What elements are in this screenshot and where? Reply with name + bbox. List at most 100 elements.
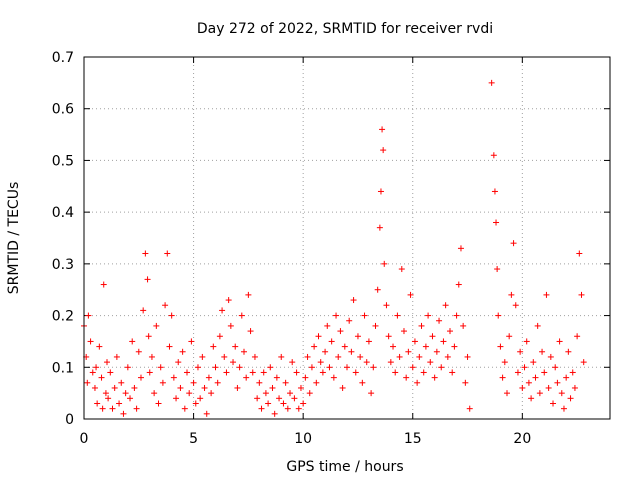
data-point xyxy=(493,219,500,226)
data-point xyxy=(414,379,421,386)
data-point xyxy=(175,359,182,366)
data-point xyxy=(146,369,153,376)
data-point xyxy=(179,348,186,355)
data-point xyxy=(322,348,329,355)
data-point xyxy=(339,384,346,391)
y-tick-label: 0.3 xyxy=(52,257,74,273)
data-point xyxy=(578,291,585,298)
data-point xyxy=(438,364,445,371)
data-point xyxy=(105,395,112,402)
data-point xyxy=(400,328,407,335)
data-point xyxy=(494,266,501,273)
data-point xyxy=(308,364,315,371)
data-point xyxy=(89,369,96,376)
data-point xyxy=(374,286,381,293)
data-point xyxy=(440,338,447,345)
data-point xyxy=(251,353,258,360)
data-point xyxy=(580,359,587,366)
data-point xyxy=(273,374,280,381)
data-point xyxy=(523,338,530,345)
data-point xyxy=(157,364,164,371)
data-point xyxy=(576,250,583,257)
data-point xyxy=(223,369,230,376)
data-point xyxy=(258,405,265,412)
data-point xyxy=(190,379,197,386)
data-point xyxy=(560,405,567,412)
data-point xyxy=(304,353,311,360)
data-point xyxy=(341,343,348,350)
data-point xyxy=(368,390,375,397)
data-point xyxy=(427,359,434,366)
data-point xyxy=(377,188,384,195)
data-point xyxy=(411,338,418,345)
data-point xyxy=(265,400,272,407)
data-point xyxy=(260,369,267,376)
data-point xyxy=(276,395,283,402)
data-point xyxy=(262,390,269,397)
data-point xyxy=(94,400,101,407)
data-point xyxy=(390,343,397,350)
data-point xyxy=(142,250,149,257)
data-point xyxy=(91,384,98,391)
data-point xyxy=(102,390,109,397)
data-point xyxy=(85,312,92,319)
data-point xyxy=(506,333,513,340)
data-point xyxy=(376,224,383,231)
data-point xyxy=(508,291,515,298)
data-point xyxy=(534,322,541,329)
data-point xyxy=(319,369,326,376)
data-point xyxy=(372,322,379,329)
data-point xyxy=(525,379,532,386)
data-point xyxy=(442,302,449,309)
data-point xyxy=(380,147,387,154)
data-point xyxy=(168,312,175,319)
data-point xyxy=(361,312,368,319)
data-point xyxy=(464,353,471,360)
data-point xyxy=(569,369,576,376)
data-point xyxy=(221,353,228,360)
data-point xyxy=(512,302,519,309)
data-point xyxy=(311,343,318,350)
data-point xyxy=(192,400,199,407)
data-point xyxy=(383,302,390,309)
data-point xyxy=(521,364,528,371)
data-point xyxy=(449,369,456,376)
data-point xyxy=(337,328,344,335)
data-point xyxy=(550,400,557,407)
data-point xyxy=(409,364,416,371)
data-point xyxy=(197,395,204,402)
data-point xyxy=(245,291,252,298)
data-point xyxy=(214,379,221,386)
data-point xyxy=(536,390,543,397)
data-point xyxy=(547,353,554,360)
data-point xyxy=(113,353,120,360)
data-point xyxy=(232,343,239,350)
data-point xyxy=(503,390,510,397)
data-point xyxy=(155,400,162,407)
data-point xyxy=(151,390,158,397)
data-point xyxy=(164,250,171,257)
data-point xyxy=(517,348,524,355)
data-point xyxy=(186,390,193,397)
data-point xyxy=(330,374,337,381)
y-tick-label: 0.5 xyxy=(52,153,74,169)
data-point xyxy=(293,369,300,376)
data-point xyxy=(145,333,152,340)
data-point xyxy=(528,395,535,402)
data-point xyxy=(545,384,552,391)
data-point xyxy=(491,188,498,195)
data-point xyxy=(363,359,370,366)
data-point xyxy=(359,379,366,386)
data-point xyxy=(111,384,118,391)
data-point xyxy=(210,343,217,350)
data-point xyxy=(346,317,353,324)
data-point xyxy=(227,322,234,329)
data-point xyxy=(184,369,191,376)
data-point xyxy=(271,410,278,417)
data-point xyxy=(563,374,570,381)
data-point xyxy=(216,333,223,340)
data-point xyxy=(350,297,357,304)
data-point xyxy=(571,384,578,391)
data-point xyxy=(403,374,410,381)
data-point xyxy=(212,364,219,371)
